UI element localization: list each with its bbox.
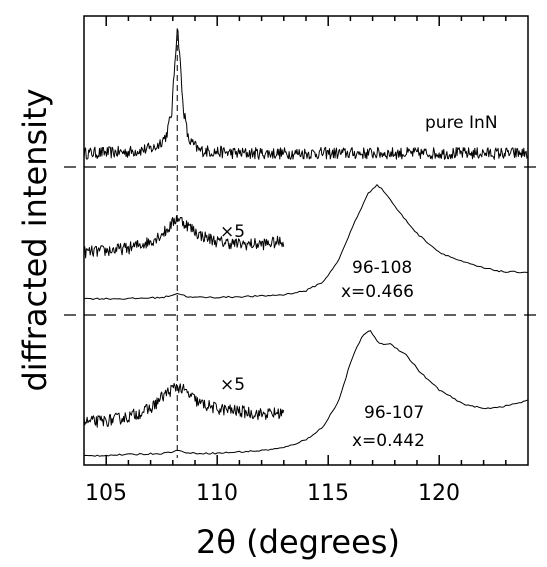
x-axis-label: 2θ (degrees) xyxy=(196,523,400,561)
annotation-composition-0442: x=0.442 xyxy=(352,431,425,451)
tick-marks xyxy=(105,16,507,465)
x-tick-label-120: 120 xyxy=(418,481,460,506)
series-3-1-line xyxy=(83,382,285,428)
y-axis-label: diffracted intensity xyxy=(16,88,54,391)
annotation-sample-96-107: 96-107 xyxy=(364,403,424,423)
series-layer xyxy=(83,28,529,457)
annotation-composition-0466: x=0.466 xyxy=(341,282,414,302)
x-tick-label-110: 110 xyxy=(196,481,238,506)
annotation-times-five-lower: ×5 xyxy=(220,375,245,395)
annotation-times-five-upper: ×5 xyxy=(220,222,245,242)
series-3-2-line xyxy=(83,330,529,457)
annotation-pure-inn: pure InN xyxy=(425,113,498,133)
series-2-1-line xyxy=(83,215,285,259)
series-2-2-line xyxy=(83,184,529,300)
annotation-sample-96-108: 96-108 xyxy=(352,258,412,278)
series-1-1-line xyxy=(83,28,529,160)
x-tick-label-105: 105 xyxy=(85,481,127,506)
x-tick-label-115: 115 xyxy=(307,481,349,506)
